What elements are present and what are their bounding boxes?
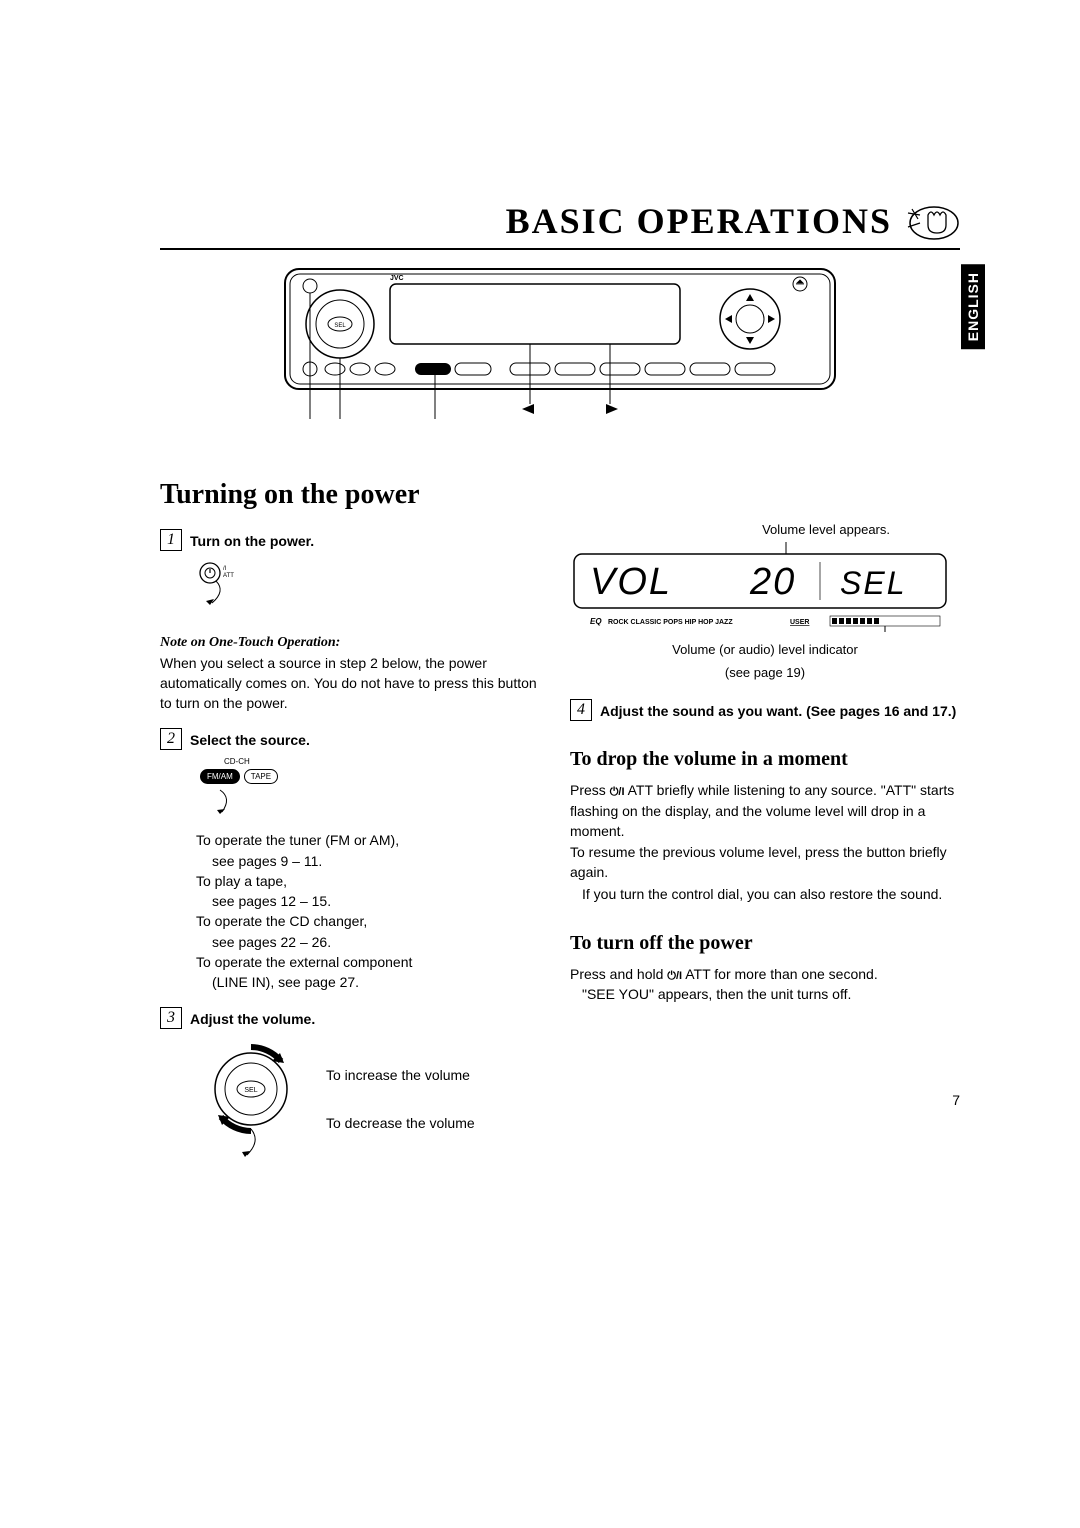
- svg-text:ATT: ATT: [223, 573, 234, 579]
- svg-text:SEL: SEL: [334, 323, 346, 329]
- source-op-line: see pages 9 – 11.: [212, 851, 550, 871]
- step-label: Adjust the sound as you want. (See pages…: [600, 699, 956, 721]
- step-label: Turn on the power.: [190, 529, 314, 551]
- page-number: 7: [952, 1092, 960, 1108]
- note-title: Note on One-Touch Operation:: [160, 633, 550, 653]
- volume-dial-illustration: SEL To increase the volume To decrease t…: [196, 1039, 550, 1159]
- step-3: 3 Adjust the volume.: [160, 1007, 550, 1029]
- svg-text:JVC: JVC: [390, 275, 404, 282]
- volume-display-block: Volume level appears. VOL 20 SEL EQ ROCK…: [570, 521, 960, 683]
- step-1: 1 Turn on the power.: [160, 529, 550, 551]
- svg-text:VOL: VOL: [590, 561, 672, 603]
- left-column: 1 Turn on the power. /I ATT Note on One-…: [160, 521, 550, 1169]
- turn-off-p1: Press and hold ⏻/I ATT for more than one…: [570, 964, 960, 985]
- step-number: 4: [570, 699, 592, 721]
- section-title: Turning on the power: [160, 479, 960, 511]
- step-2: 2 Select the source.: [160, 728, 550, 750]
- drop-volume-p1: Press ⏻/I ATT briefly while listening to…: [570, 780, 960, 842]
- step-label: Select the source.: [190, 728, 310, 750]
- right-column: Volume level appears. VOL 20 SEL EQ ROCK…: [570, 521, 960, 1169]
- turn-off-title: To turn off the power: [570, 929, 960, 958]
- step-4: 4 Adjust the sound as you want. (See pag…: [570, 699, 960, 721]
- svg-text:EQ: EQ: [590, 617, 602, 626]
- source-op-line: (LINE IN), see page 27.: [212, 972, 550, 992]
- power-att-icon: ⏻/I: [667, 970, 682, 982]
- step-number: 1: [160, 529, 182, 551]
- svg-text:SEL: SEL: [840, 565, 906, 601]
- cd-ch-label: CD-CH: [224, 756, 550, 768]
- step-number: 3: [160, 1007, 182, 1029]
- tape-pill: TAPE: [244, 769, 278, 785]
- note-body: When you select a source in step 2 below…: [160, 653, 550, 714]
- decrease-volume-label: To decrease the volume: [326, 1113, 475, 1133]
- svg-text:ROCK CLASSIC POPS HIP HOP: ROCK CLASSIC POPS HIP HOP JAZZ: [608, 619, 733, 626]
- display-top-caption: Volume level appears.: [570, 521, 890, 540]
- power-button-illustration: /I ATT: [190, 559, 550, 614]
- arrow-icon: [160, 788, 550, 818]
- content-columns: 1 Turn on the power. /I ATT Note on One-…: [160, 521, 960, 1169]
- source-op-line: To operate the external component: [196, 952, 550, 972]
- power-att-icon: ⏻/I: [610, 786, 625, 798]
- svg-text:USER: USER: [790, 619, 809, 626]
- svg-text:/I: /I: [223, 566, 227, 572]
- title-row: BASIC OPERATIONS: [160, 200, 960, 250]
- display-bottom-caption-1: Volume (or audio) level indicator: [570, 641, 960, 660]
- display-bottom-caption-2: (see page 19): [570, 664, 960, 683]
- step-number: 2: [160, 728, 182, 750]
- drop-volume-p2: To resume the previous volume level, pre…: [570, 842, 960, 883]
- source-buttons-illustration: FM/AM TAPE: [200, 769, 550, 785]
- source-op-line: To play a tape,: [196, 871, 550, 891]
- lcd-display-illustration: VOL 20 SEL EQ ROCK CLASSIC POPS HIP HOP …: [570, 542, 950, 632]
- svg-text:20: 20: [749, 561, 796, 603]
- source-op-line: see pages 12 – 15.: [212, 891, 550, 911]
- increase-volume-label: To increase the volume: [326, 1065, 475, 1085]
- car-stereo-illustration: SEL JVC: [280, 264, 840, 439]
- drop-volume-title: To drop the volume in a moment: [570, 745, 960, 774]
- fm-am-pill: FM/AM: [200, 769, 240, 785]
- hand-icon: [904, 201, 960, 241]
- turn-off-p2: "SEE YOU" appears, then the unit turns o…: [582, 984, 960, 1004]
- source-op-line: To operate the tuner (FM or AM),: [196, 830, 550, 850]
- svg-text:SEL: SEL: [244, 1087, 257, 1094]
- source-op-line: To operate the CD changer,: [196, 911, 550, 931]
- main-title: BASIC OPERATIONS: [506, 200, 892, 242]
- language-tab: ENGLISH: [961, 264, 985, 349]
- drop-volume-p3: If you turn the control dial, you can al…: [582, 884, 960, 904]
- step-label: Adjust the volume.: [190, 1007, 315, 1029]
- source-op-line: see pages 22 – 26.: [212, 932, 550, 952]
